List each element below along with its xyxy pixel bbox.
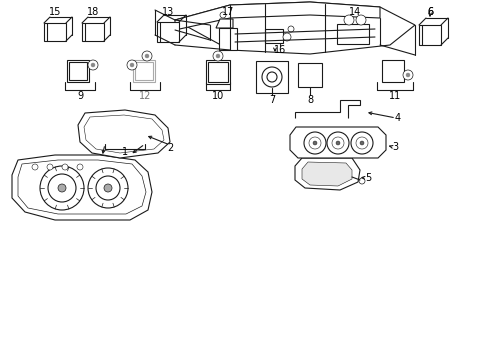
Circle shape [104,184,112,192]
Circle shape [127,60,137,70]
Circle shape [283,33,290,41]
Circle shape [266,72,276,82]
Circle shape [331,137,343,149]
Bar [157,22,179,42]
Bar [219,28,237,50]
Circle shape [355,15,365,25]
Circle shape [343,15,353,25]
Circle shape [350,132,372,154]
Polygon shape [294,158,359,190]
Text: 18: 18 [87,7,99,17]
Circle shape [62,164,68,170]
Circle shape [77,164,83,170]
Text: 10: 10 [211,91,224,101]
Text: 9: 9 [77,91,83,101]
Bar [418,25,440,45]
Text: 12: 12 [139,91,151,101]
Circle shape [88,168,128,208]
Text: 2: 2 [166,143,173,153]
Circle shape [88,60,98,70]
Circle shape [326,132,348,154]
Bar [256,61,287,93]
Bar [297,63,321,87]
Text: 5: 5 [364,173,370,183]
Polygon shape [12,155,152,220]
Circle shape [402,70,412,80]
Bar [381,60,403,82]
Circle shape [262,67,282,87]
Circle shape [312,141,316,145]
Circle shape [220,12,225,18]
Polygon shape [18,160,146,214]
Circle shape [304,132,325,154]
Polygon shape [175,2,379,30]
Bar [135,62,153,80]
Bar [207,62,227,82]
Circle shape [358,178,364,184]
Polygon shape [289,127,385,158]
Circle shape [40,166,84,210]
Circle shape [145,54,149,58]
Circle shape [48,174,76,202]
Polygon shape [78,110,170,158]
Circle shape [405,73,409,77]
Bar [67,60,89,82]
Text: 16: 16 [273,45,285,55]
Bar [205,60,229,84]
Circle shape [287,26,293,32]
Polygon shape [175,2,414,54]
Text: 6: 6 [426,7,432,17]
Text: 17: 17 [222,7,234,17]
Circle shape [308,137,320,149]
Circle shape [216,54,220,58]
Bar [264,29,283,43]
Circle shape [32,164,38,170]
Circle shape [355,137,367,149]
Bar [69,62,87,80]
Polygon shape [84,115,163,153]
Polygon shape [216,19,232,28]
Text: 4: 4 [394,113,400,123]
Text: 8: 8 [306,95,312,105]
Text: 15: 15 [49,7,61,17]
Circle shape [58,184,66,192]
Circle shape [96,176,120,200]
Bar [82,23,104,41]
Circle shape [142,51,152,61]
Circle shape [213,51,223,61]
Text: 7: 7 [268,95,275,105]
Circle shape [47,164,53,170]
Bar [336,24,368,44]
Polygon shape [294,100,359,118]
Text: 13: 13 [162,7,174,17]
Circle shape [91,63,95,67]
Text: 11: 11 [388,91,400,101]
Circle shape [335,141,339,145]
Text: 6: 6 [426,7,432,17]
Bar [44,23,66,41]
Circle shape [130,63,134,67]
Text: 1: 1 [122,147,128,157]
Text: 14: 14 [348,7,360,17]
Circle shape [359,141,363,145]
Bar [133,60,155,82]
Polygon shape [302,162,351,186]
Text: 3: 3 [391,142,397,152]
